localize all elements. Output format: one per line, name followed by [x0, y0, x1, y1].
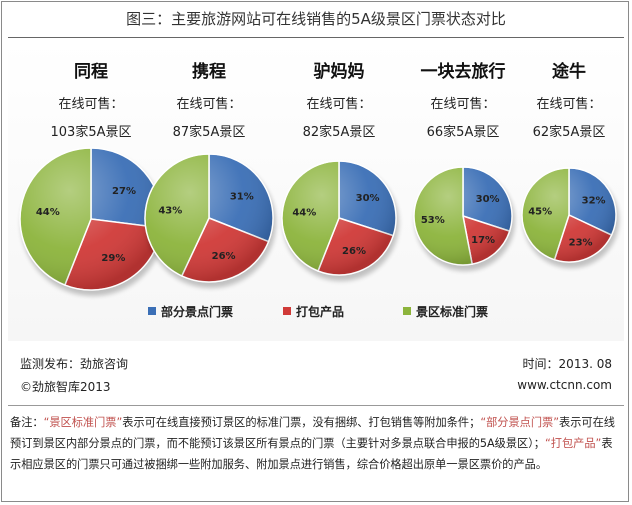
- site-name: 一块去旅行: [421, 61, 506, 82]
- slice-label-standard: 44%: [292, 207, 316, 218]
- slice-label-partial: 31%: [230, 192, 254, 203]
- legend-swatch: [283, 307, 291, 315]
- site-name: 驴妈妈: [314, 61, 365, 82]
- pie-gloss-overlay: [144, 153, 274, 283]
- site-subtitle: 在线可售：: [536, 96, 601, 112]
- notes-term-package: “打包产品”: [545, 437, 602, 450]
- site-count-label: 82家5A景区: [303, 124, 376, 140]
- notes-def-standard: 表示可在线直接预订景区的标准门票，没有捆绑、打包销售等附加条件；: [122, 416, 481, 429]
- pie-gloss-overlay: [281, 160, 397, 276]
- slice-label-partial: 27%: [112, 186, 136, 197]
- site-count-label: 62家5A景区: [533, 124, 606, 140]
- site-subtitle: 在线可售：: [58, 96, 123, 112]
- slice-label-package: 29%: [101, 253, 125, 264]
- slice-label-partial: 30%: [476, 194, 500, 205]
- slice-label-package: 26%: [342, 246, 366, 257]
- legend-label: 打包产品: [296, 304, 344, 319]
- slice-label-standard: 53%: [421, 215, 445, 226]
- title-divider: [8, 37, 624, 38]
- chart-panel: 同程在线可售： 103家5A景区 27% 29% 44% 携程在线可售： 87家5A景区 31…: [8, 41, 624, 341]
- time-label: 时间：2013. 08: [522, 357, 612, 371]
- slice-label-package: 26%: [212, 251, 236, 262]
- site-subtitle: 在线可售：: [306, 96, 371, 112]
- site-name: 携程: [192, 61, 226, 82]
- slice-label-standard: 44%: [36, 207, 60, 218]
- pie-gloss-overlay: [413, 166, 513, 266]
- slice-label-standard: 43%: [158, 205, 182, 216]
- pie-gloss-overlay: [19, 147, 163, 291]
- website-label: www.ctcnn.com: [517, 378, 612, 392]
- notes-divider: [8, 405, 624, 406]
- slice-label-standard: 45%: [528, 206, 552, 217]
- site-name: 途牛: [552, 61, 586, 82]
- notes-term-standard: “景区标准门票”: [43, 416, 123, 429]
- legend-label: 部分景点门票: [161, 304, 233, 319]
- site-count-label: 66家5A景区: [427, 124, 500, 140]
- copyright-label: ©劲旅智库2013: [20, 380, 111, 394]
- site-count-label: 87家5A景区: [173, 124, 246, 140]
- site-subtitle: 在线可售：: [176, 96, 241, 112]
- source-label: 监测发布：劲旅咨询: [20, 357, 129, 371]
- notes-term-partial: “部分景点门票”: [480, 416, 560, 429]
- slice-label-partial: 30%: [356, 193, 380, 204]
- legend-item-package: 打包产品: [283, 304, 344, 319]
- slice-label-package: 17%: [471, 235, 495, 246]
- notes: 备注：“景区标准门票”表示可在线直接预订景区的标准门票，没有捆绑、打包销售等附加…: [10, 412, 622, 475]
- slice-label-partial: 32%: [582, 195, 606, 206]
- legend-item-standard: 景区标准门票: [403, 304, 488, 319]
- site-name: 同程: [74, 62, 108, 82]
- pie-gloss-overlay: [521, 167, 617, 263]
- legend-swatch: [403, 307, 411, 315]
- slice-label-package: 23%: [569, 238, 593, 249]
- legend-label: 景区标准门票: [416, 304, 488, 319]
- site-subtitle: 在线可售：: [430, 96, 495, 112]
- legend-item-partial: 部分景点门票: [148, 304, 233, 319]
- legend-swatch: [148, 307, 156, 315]
- figure-title: 图三：主要旅游网站可在线销售的5A级景区门票状态对比: [126, 10, 506, 28]
- site-count-label: 103家5A景区: [51, 124, 132, 140]
- notes-def-partial: 表示可在线预订到景区内部分景点的门票，而不能预订该景区所有景点的门票（主要针对多…: [10, 416, 615, 450]
- notes-prefix: 备注：: [10, 416, 44, 429]
- notes-def-package: 表示相应景区的门票只可通过被捆绑一些附加服务、附加景点进行销售，综合价格超出原单…: [10, 437, 613, 471]
